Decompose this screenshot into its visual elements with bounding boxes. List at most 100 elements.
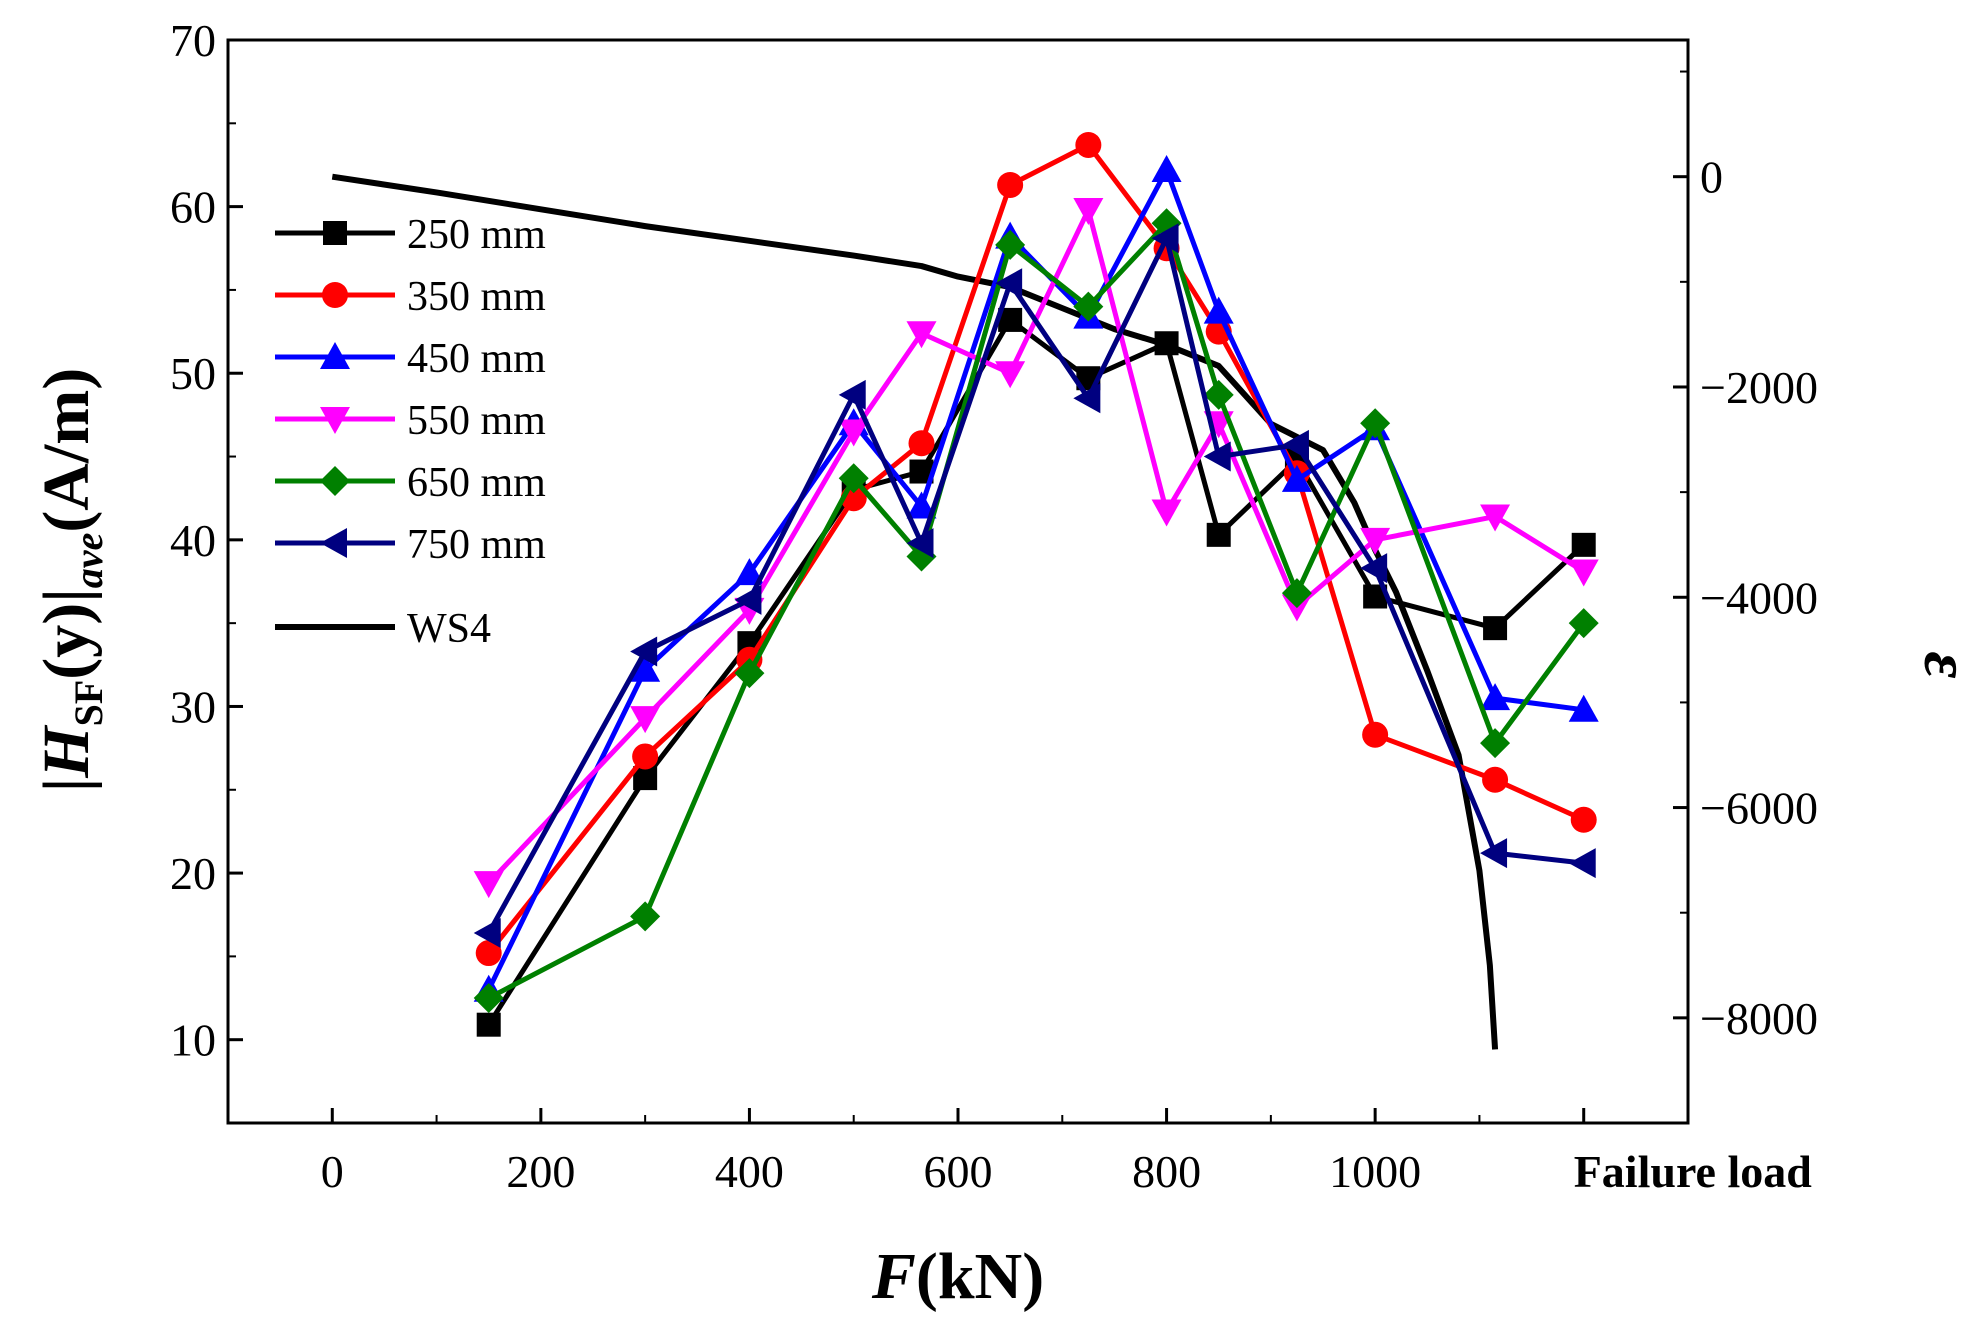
marker-triangle-down (1568, 559, 1599, 587)
marker-triangle-left (473, 918, 501, 949)
y2-tick-label: −2000 (1700, 362, 1818, 413)
marker-diamond (734, 658, 765, 689)
x-tick-label: Failure load (1574, 1146, 1813, 1197)
right-axis-title: ε (1910, 651, 1971, 678)
y-tick-label: 20 (170, 848, 216, 899)
marker-triangle-down (1073, 197, 1104, 225)
marker-square (476, 1012, 501, 1037)
x-tick-label: 400 (715, 1146, 784, 1197)
marker-square (1206, 522, 1231, 547)
legend-item: 350 mm (275, 274, 546, 320)
marker-triangle-left (630, 636, 658, 667)
marker-triangle-up (1151, 154, 1182, 182)
marker-circle (475, 940, 502, 967)
marker-circle (997, 171, 1024, 198)
marker-triangle-up (630, 654, 661, 682)
marker-circle (1570, 806, 1597, 833)
marker-triangle-up (1568, 694, 1599, 722)
marker-triangle-down (906, 321, 937, 349)
legend-item: WS4 (275, 606, 491, 652)
marker-diamond (1203, 379, 1234, 410)
series-line (486, 167, 1585, 991)
left-axis-ticks: 10 20 30 40 50 60 70 (170, 15, 243, 1066)
legend-item: 750 mm (275, 522, 546, 568)
marker-triangle-left (1568, 848, 1596, 879)
legend: 250 mm 350 mm 450 mm 550 mm 650 mm 750 mm WS4 (275, 212, 546, 652)
marker-diamond (630, 901, 661, 932)
y2-tick-label: −8000 (1700, 993, 1818, 1044)
marker-square (323, 221, 347, 245)
y2-tick-label: −4000 (1700, 572, 1818, 623)
marker-triangle-left (1073, 383, 1101, 414)
plot-frame (226, 38, 1690, 1125)
marker-triangle-down (473, 871, 504, 899)
marker-circle (632, 743, 659, 770)
marker-circle (322, 282, 348, 308)
marker-triangle-down (1151, 499, 1182, 527)
x-tick-label: 600 (924, 1146, 993, 1197)
marker-triangle-down (320, 407, 350, 434)
marker-diamond (1360, 408, 1391, 439)
legend-item: 450 mm (275, 336, 546, 382)
marker-circle (908, 430, 935, 457)
marker-diamond (995, 229, 1026, 260)
legend-label: WS4 (407, 606, 491, 652)
marker-circle (1362, 721, 1389, 748)
marker-triangle-up (1203, 296, 1234, 324)
marker-circle (1075, 131, 1102, 158)
marker-diamond (838, 463, 869, 494)
y2-tick-label: −6000 (1700, 783, 1818, 834)
marker-triangle-down (1360, 527, 1391, 555)
legend-label: 450 mm (407, 336, 546, 382)
marker-diamond (1568, 608, 1599, 639)
series-250-mm (476, 307, 1596, 1037)
series-550-mm (473, 197, 1599, 899)
legend-label: 250 mm (407, 212, 546, 258)
marker-triangle-down (630, 706, 661, 734)
marker-triangle-down (1480, 504, 1511, 532)
marker-square (1154, 331, 1179, 356)
marker-triangle-left (995, 268, 1023, 299)
marker-diamond (1480, 728, 1511, 759)
marker-triangle-left (320, 528, 347, 558)
marker-diamond (1073, 291, 1104, 322)
y-tick-label: 70 (170, 15, 216, 66)
marker-triangle-left (1203, 441, 1231, 472)
x-tick-label: 200 (506, 1146, 575, 1197)
marker-diamond (320, 466, 350, 496)
legend-item: 650 mm (275, 460, 546, 506)
marker-triangle-left (1480, 838, 1508, 869)
marker-triangle-left (906, 528, 934, 559)
series-750-mm (473, 223, 1596, 949)
marker-triangle-up (320, 342, 350, 369)
y-axis-title: |HSF(y)|ave(A/m) (30, 368, 111, 793)
marker-square (1571, 532, 1596, 557)
x-axis-title: F(kN) (871, 1240, 1044, 1313)
x-tick-label: 1000 (1329, 1146, 1421, 1197)
marker-triangle-left (734, 584, 762, 615)
y-tick-label: 50 (170, 348, 216, 399)
marker-circle (1482, 766, 1509, 793)
y-tick-label: 30 (170, 681, 216, 732)
marker-triangle-up (1480, 683, 1511, 711)
marker-triangle-left (1281, 429, 1309, 460)
legend-label: 750 mm (407, 522, 546, 568)
legend-item: 550 mm (275, 398, 546, 444)
marker-triangle-left (838, 379, 866, 410)
marker-diamond (473, 983, 504, 1014)
legend-label: 650 mm (407, 460, 546, 506)
series-line (486, 235, 1584, 935)
bottom-axis-ticks: 0 200 400 600 800 1000 Failure load (321, 1108, 1812, 1197)
legend-label: 350 mm (407, 274, 546, 320)
series-layer (331, 131, 1599, 1050)
series-450-mm (473, 154, 1599, 1002)
marker-triangle-down (995, 361, 1026, 389)
marker-triangle-up (906, 491, 937, 519)
y-tick-label: 40 (170, 515, 216, 566)
legend-item: 250 mm (275, 212, 546, 258)
marker-triangle-left (1360, 553, 1388, 584)
marker-triangle-up (734, 558, 765, 586)
marker-triangle-up (1281, 464, 1312, 492)
marker-square (1483, 616, 1508, 641)
